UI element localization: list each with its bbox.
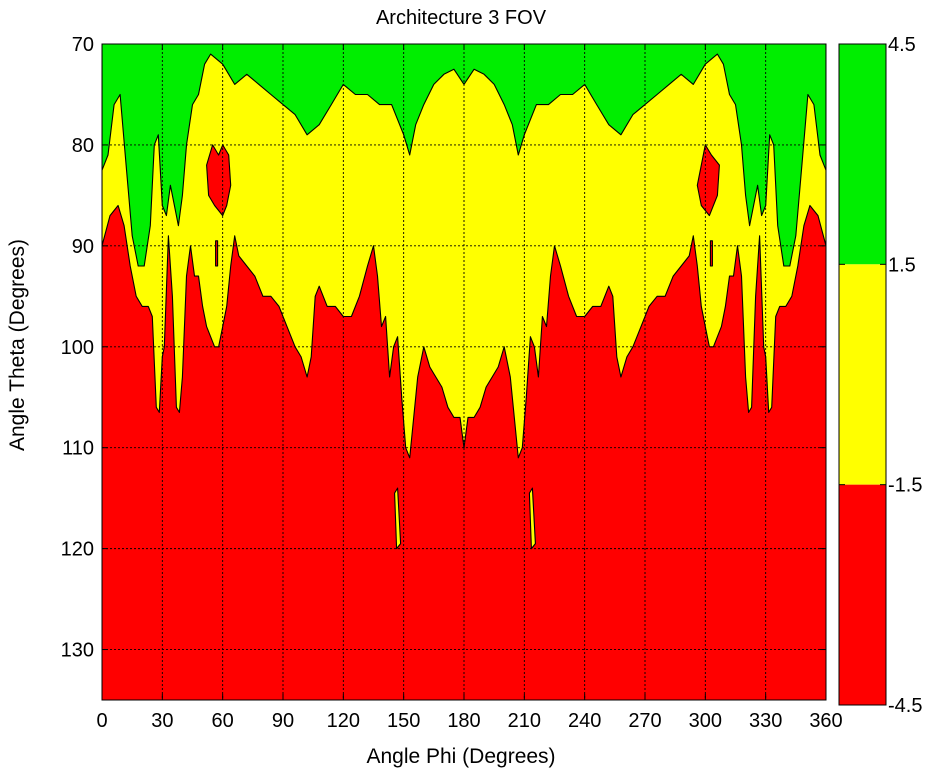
y-tick-label: 120: [61, 539, 94, 561]
x-axis-label: Angle Phi (Degrees): [366, 745, 555, 768]
x-tick-label: 210: [508, 710, 541, 732]
y-tick-label: 90: [72, 236, 94, 258]
contour-island-low: [206, 144, 232, 217]
y-tick-label: 70: [72, 34, 94, 56]
x-tick-label: 270: [628, 710, 661, 732]
contour-island-low: [696, 144, 720, 217]
contour-plot-area: 0 30 60 90 120 150 180 210 240 270 300 330 360 70 80 9…: [61, 34, 843, 732]
x-tick-label: 330: [749, 710, 782, 732]
x-tick-label: 240: [568, 710, 601, 732]
colorbar-tick-label: 1.5: [888, 254, 916, 276]
colorbar-band: [839, 484, 886, 705]
colorbar-band: [839, 264, 886, 485]
y-tick-label: 80: [72, 135, 94, 157]
y-axis-label: Angle Theta (Degrees): [6, 239, 29, 451]
colorbar-tick-label: 4.5: [888, 34, 916, 56]
x-tick-label: 90: [272, 710, 294, 732]
y-tick-label: 100: [61, 337, 94, 359]
contour-region-mid: [102, 44, 826, 459]
contour-island-low: [215, 240, 219, 267]
x-tick-label: 360: [809, 710, 842, 732]
colorbar-band: [839, 44, 886, 265]
x-tick-label: 0: [96, 710, 107, 732]
contour-islands: [206, 144, 720, 550]
contour-island-low: [709, 240, 713, 267]
x-axis-ticks: 0 30 60 90 120 150 180 210 240 270 300 330 360: [96, 44, 843, 732]
contour-island-mid: [528, 487, 536, 550]
chart-title: Architecture 3 FOV: [376, 7, 547, 29]
x-tick-label: 120: [327, 710, 360, 732]
x-tick-label: 60: [212, 710, 234, 732]
y-tick-label: 130: [61, 640, 94, 662]
colorbar-tick-label: -1.5: [888, 475, 922, 497]
contour-island-mid: [394, 487, 402, 550]
x-tick-label: 150: [387, 710, 420, 732]
colorbar-frame: [838, 43, 887, 706]
contour-region-high: [102, 44, 826, 267]
x-tick-label: 180: [447, 710, 480, 732]
colorbar: 4.5 1.5 -1.5 -4.5: [838, 34, 922, 717]
grid-lines: [102, 44, 826, 700]
y-tick-label: 110: [62, 438, 94, 460]
colorbar-tick-label: -4.5: [888, 695, 922, 717]
x-tick-label: 300: [689, 710, 722, 732]
y-axis-ticks: 70 80 90 100 110 120 130: [61, 34, 826, 662]
x-tick-label: 30: [151, 710, 173, 732]
